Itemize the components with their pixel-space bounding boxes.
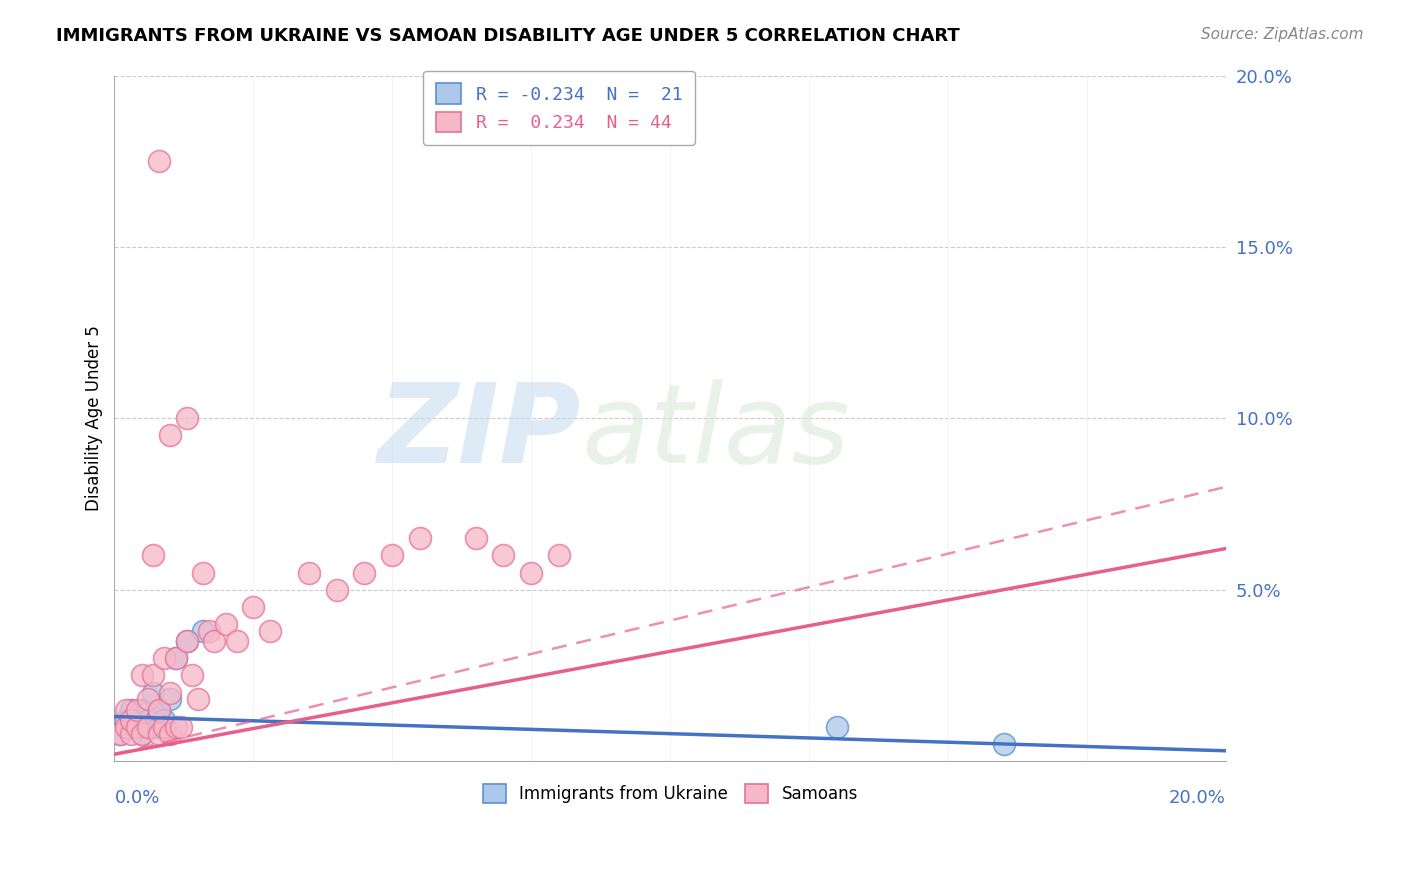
Point [131, 703, 153, 717]
Point [148, 726, 170, 740]
Point [176, 411, 198, 425]
Point [159, 685, 181, 699]
Point [148, 703, 170, 717]
Point [136, 713, 159, 727]
Point [187, 692, 209, 706]
Text: ZIP: ZIP [378, 378, 581, 485]
Point [548, 549, 571, 563]
Y-axis label: Disability Age Under 5: Disability Age Under 5 [86, 326, 103, 511]
Text: IMMIGRANTS FROM UKRAINE VS SAMOAN DISABILITY AGE UNDER 5 CORRELATION CHART: IMMIGRANTS FROM UKRAINE VS SAMOAN DISABI… [56, 27, 960, 45]
Point [142, 685, 165, 699]
Text: 0.0%: 0.0% [114, 789, 160, 806]
Text: atlas: atlas [581, 378, 849, 485]
Point [131, 668, 153, 682]
Point [142, 549, 165, 563]
Point [176, 634, 198, 648]
Point [298, 566, 321, 580]
Point [825, 720, 848, 734]
Point [125, 720, 148, 734]
Text: 20.0%: 20.0% [1168, 789, 1226, 806]
Point [159, 726, 181, 740]
Point [170, 720, 193, 734]
Point [198, 624, 221, 638]
Point [165, 651, 187, 665]
Point [120, 726, 142, 740]
Point [148, 703, 170, 717]
Point [153, 651, 176, 665]
Point [325, 582, 347, 597]
Point [165, 720, 187, 734]
Point [108, 726, 131, 740]
Point [214, 617, 236, 632]
Point [120, 703, 142, 717]
Point [131, 726, 153, 740]
Point [353, 566, 375, 580]
Point [225, 634, 247, 648]
Point [125, 720, 148, 734]
Point [136, 720, 159, 734]
Point [159, 692, 181, 706]
Point [148, 720, 170, 734]
Point [142, 720, 165, 734]
Point [114, 713, 136, 727]
Point [153, 720, 176, 734]
Point [131, 726, 153, 740]
Point [193, 624, 215, 638]
Point [153, 720, 176, 734]
Point [242, 599, 264, 614]
Point [204, 634, 226, 648]
Point [120, 713, 142, 727]
Point [136, 692, 159, 706]
Point [492, 549, 515, 563]
Point [120, 720, 142, 734]
Point [159, 428, 181, 442]
Point [993, 737, 1015, 751]
Point [148, 154, 170, 169]
Text: Source: ZipAtlas.com: Source: ZipAtlas.com [1201, 27, 1364, 42]
Point [193, 566, 215, 580]
Point [125, 713, 148, 727]
Point [153, 713, 176, 727]
Point [176, 634, 198, 648]
Point [409, 531, 432, 545]
Point [125, 703, 148, 717]
Point [381, 549, 404, 563]
Point [520, 566, 543, 580]
Point [165, 651, 187, 665]
Point [108, 726, 131, 740]
Legend: Immigrants from Ukraine, Samoans: Immigrants from Ukraine, Samoans [471, 772, 869, 814]
Point [181, 668, 204, 682]
Point [142, 668, 165, 682]
Point [114, 720, 136, 734]
Point [114, 703, 136, 717]
Point [259, 624, 281, 638]
Point [464, 531, 486, 545]
